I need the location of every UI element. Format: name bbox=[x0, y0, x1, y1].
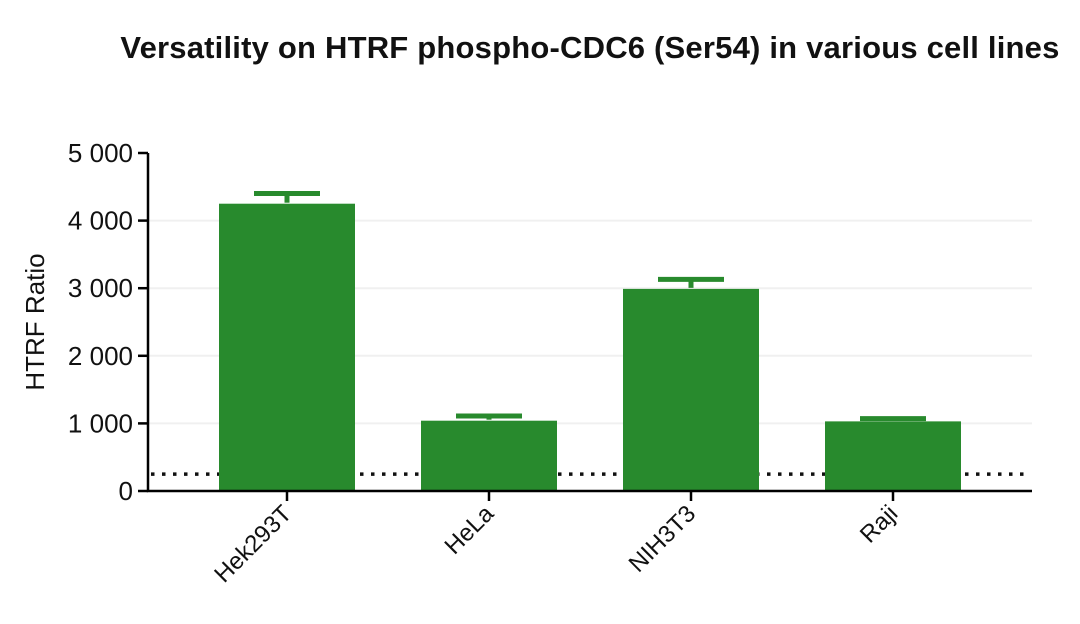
chart-title: Versatility on HTRF phospho-CDC6 (Ser54)… bbox=[120, 30, 1059, 65]
x-tick-label: HeLa bbox=[440, 500, 500, 560]
y-tick-label: 1 000 bbox=[68, 408, 133, 438]
x-tick-label: NIH3T3 bbox=[624, 500, 702, 578]
y-tick-label: 4 000 bbox=[68, 206, 133, 236]
bars bbox=[219, 203, 961, 491]
error-bars bbox=[254, 191, 926, 422]
y-tick-label: 2 000 bbox=[68, 341, 133, 371]
y-tick-label: 3 000 bbox=[68, 273, 133, 303]
bar bbox=[623, 288, 759, 491]
x-tick-label: Hek293T bbox=[209, 500, 297, 588]
bar bbox=[421, 420, 557, 491]
tick-labels: 0 1 000 2 000 3 000 4 000 5 000 Hek293T HeLa NIH… bbox=[68, 138, 903, 588]
y-tick-label: 0 bbox=[119, 476, 133, 506]
bar bbox=[825, 421, 961, 491]
bar bbox=[219, 203, 355, 491]
y-tick-label: 5 000 bbox=[68, 138, 133, 168]
x-tick-label: Raji bbox=[855, 500, 903, 548]
y-axis-label: HTRF Ratio bbox=[20, 253, 50, 390]
tick-marks bbox=[138, 151, 895, 501]
